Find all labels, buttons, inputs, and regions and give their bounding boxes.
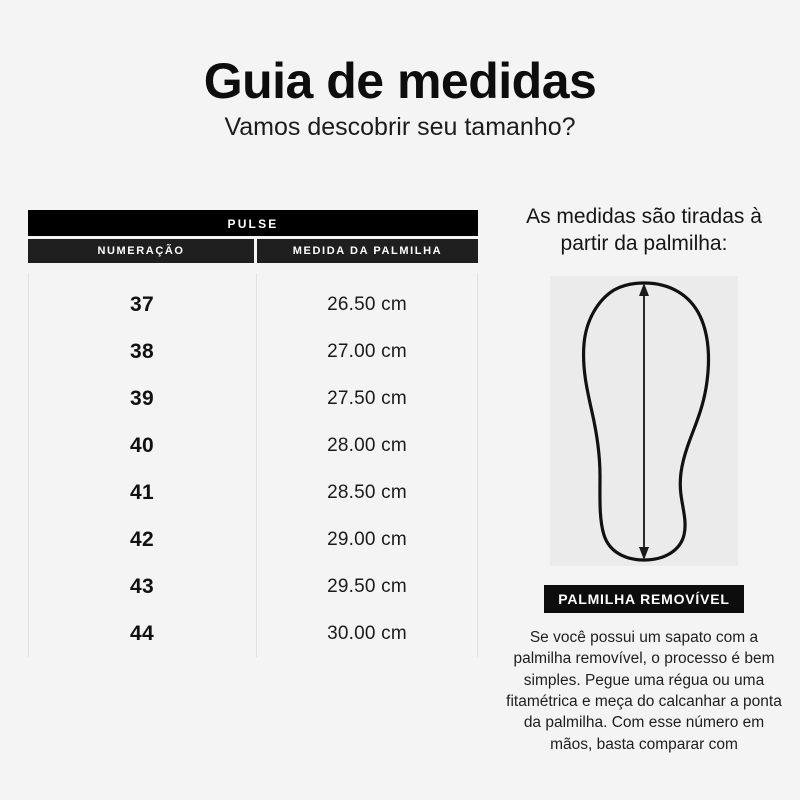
- cell-size: 43: [130, 574, 154, 598]
- column-header-medida-da-palmilha: MEDIDA DA PALMILHA: [257, 239, 478, 263]
- cell-measure: 29.50 cm: [327, 575, 407, 597]
- instructions-title: As medidas são tiradas à partir da palmi…: [526, 205, 762, 255]
- cell-size: 42: [130, 527, 154, 551]
- instructions-panel: As medidas são tiradas à partir da palmi…: [498, 196, 790, 755]
- cell-size: 41: [130, 480, 154, 504]
- insole-illustration: [550, 275, 738, 566]
- table-rule-right: [477, 273, 478, 657]
- table-row: 43 29.50 cm: [28, 563, 478, 610]
- table-rule-middle: [256, 273, 257, 657]
- cell-size: 37: [130, 292, 154, 316]
- instructions-note: Se você possui um sapato com a palmilha …: [506, 628, 782, 753]
- table-row: 38 27.00 cm: [28, 328, 478, 375]
- page-header: Guia de medidas Vamos descobrir seu tama…: [0, 0, 800, 141]
- table-row: 44 30.00 cm: [28, 610, 478, 657]
- cell-measure: 26.50 cm: [327, 293, 407, 315]
- table-brand-bar: PULSE: [28, 210, 478, 236]
- table-row: 40 28.00 cm: [28, 422, 478, 469]
- cell-measure: 28.50 cm: [327, 481, 407, 503]
- status-badge: PALMILHA REMOVÍVEL: [544, 584, 744, 613]
- table-row: 41 28.50 cm: [28, 469, 478, 516]
- insole-outline-icon: [581, 281, 711, 562]
- cell-measure: 27.00 cm: [327, 340, 407, 362]
- cell-size: 44: [130, 621, 154, 645]
- page-subtitle: Vamos descobrir seu tamanho?: [224, 112, 576, 141]
- cell-size: 40: [130, 433, 154, 457]
- table-row: 39 27.50 cm: [28, 375, 478, 422]
- measure-arrow-head-top: [639, 282, 649, 296]
- table-row: 37 26.50 cm: [28, 281, 478, 328]
- cell-measure: 30.00 cm: [327, 622, 407, 644]
- cell-size: 39: [130, 386, 154, 410]
- page-title: Guia de medidas: [203, 53, 597, 109]
- table-rule-left: [28, 273, 29, 657]
- cell-measure: 28.00 cm: [327, 434, 407, 456]
- table-body: 37 26.50 cm 38 27.00 cm 39 27.50 cm 40 2…: [28, 273, 478, 657]
- measure-arrow-head-bottom: [639, 546, 649, 560]
- table-header-row: NUMERAÇÃO MEDIDA DA PALMILHA: [28, 239, 478, 263]
- cell-measure: 27.50 cm: [327, 387, 407, 409]
- cell-size: 38: [130, 339, 154, 363]
- column-header-numeracao: NUMERAÇÃO: [28, 239, 254, 263]
- table-row: 42 29.00 cm: [28, 516, 478, 563]
- size-table: PULSE NUMERAÇÃO MEDIDA DA PALMILHA 37 26…: [28, 210, 478, 657]
- cell-measure: 29.00 cm: [327, 528, 407, 550]
